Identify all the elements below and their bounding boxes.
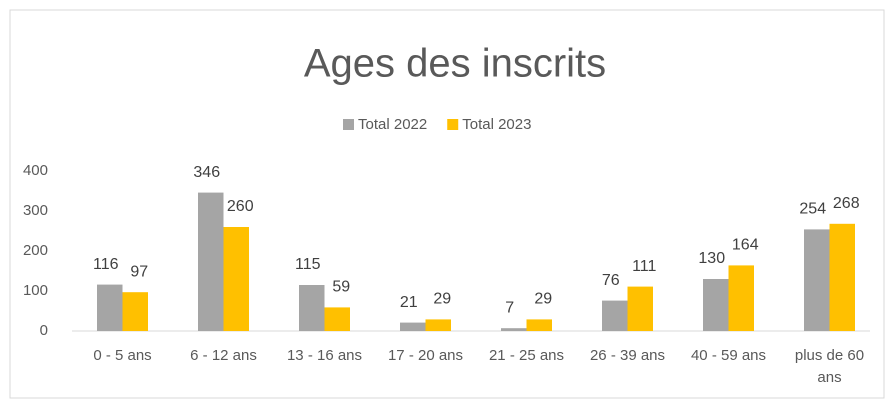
data-label: 254 (799, 201, 826, 218)
data-label: 164 (732, 237, 759, 254)
data-label: 97 (130, 263, 148, 280)
bar (703, 279, 729, 331)
legend-swatch (343, 119, 354, 130)
bar (198, 192, 224, 331)
x-tick-label: plus de 60 ans (795, 347, 864, 386)
data-label: 76 (602, 272, 620, 289)
bar (122, 292, 148, 331)
y-tick-label: 100 (23, 282, 48, 299)
bar (602, 300, 628, 331)
data-label: 130 (698, 250, 725, 267)
bar (400, 322, 426, 331)
bar (501, 328, 527, 331)
data-label: 268 (833, 195, 860, 212)
data-label: 115 (295, 256, 321, 273)
data-label: 260 (227, 198, 254, 215)
x-tick-label: 40 - 59 ans (691, 347, 766, 364)
x-tick-label: 26 - 39 ans (590, 347, 665, 364)
data-label: 116 (93, 256, 119, 273)
bar (425, 319, 451, 331)
bar (223, 227, 249, 331)
chart-border (9, 9, 885, 399)
bar (299, 285, 325, 331)
bar (526, 319, 552, 331)
x-tick-label: 0 - 5 ans (93, 347, 151, 364)
y-tick-label: 400 (23, 162, 48, 179)
data-label: 111 (632, 258, 656, 275)
data-label: 59 (332, 279, 350, 296)
legend-swatch (447, 119, 459, 130)
chart-title: Ages des inscrits (304, 42, 606, 86)
x-tick-label: 21 - 25 ans (489, 347, 564, 364)
bar (627, 286, 653, 331)
x-tick-label: 6 - 12 ans (190, 347, 257, 364)
bar (728, 265, 754, 331)
data-label: 346 (193, 164, 220, 181)
data-label: 21 (400, 294, 418, 311)
legend-label: Total 2022 (358, 116, 427, 133)
y-tick-label: 0 (40, 322, 48, 339)
data-label: 29 (433, 291, 451, 308)
bar (804, 229, 830, 331)
y-tick-label: 200 (23, 242, 48, 259)
bar (829, 223, 855, 331)
bar (324, 307, 350, 331)
legend-label: Total 2023 (462, 116, 531, 133)
data-label: 7 (505, 299, 514, 316)
x-tick-label: 17 - 20 ans (388, 347, 463, 364)
x-tick-label: 13 - 16 ans (287, 347, 362, 364)
bar (97, 284, 123, 331)
y-tick-label: 300 (23, 202, 48, 219)
data-label: 29 (534, 291, 552, 308)
